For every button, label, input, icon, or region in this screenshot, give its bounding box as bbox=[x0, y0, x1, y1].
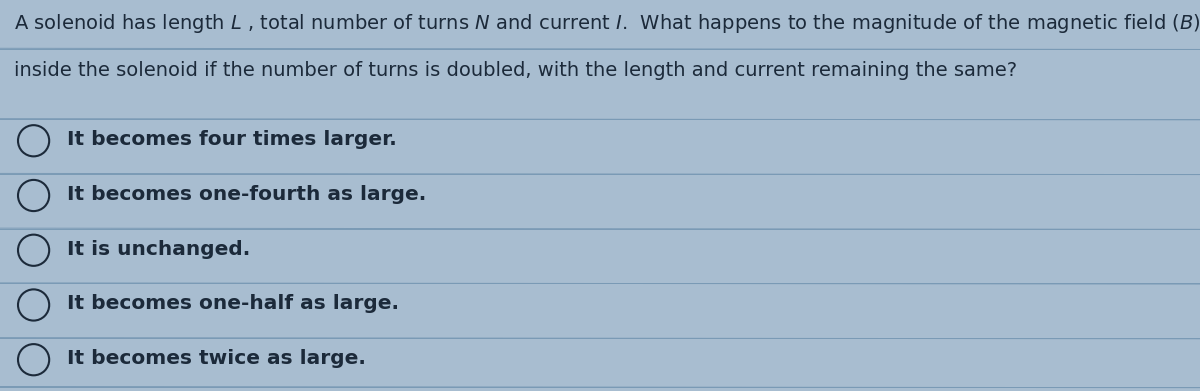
Text: It becomes four times larger.: It becomes four times larger. bbox=[67, 130, 397, 149]
Text: It is unchanged.: It is unchanged. bbox=[67, 240, 251, 258]
Text: A solenoid has length $L$ , total number of turns $N$ and current $I$.  What hap: A solenoid has length $L$ , total number… bbox=[14, 12, 1200, 35]
Text: It becomes one-fourth as large.: It becomes one-fourth as large. bbox=[67, 185, 426, 204]
Text: It becomes one-half as large.: It becomes one-half as large. bbox=[67, 294, 400, 313]
Text: inside the solenoid if the number of turns is doubled, with the length and curre: inside the solenoid if the number of tur… bbox=[14, 61, 1018, 80]
Text: It becomes twice as large.: It becomes twice as large. bbox=[67, 349, 366, 368]
